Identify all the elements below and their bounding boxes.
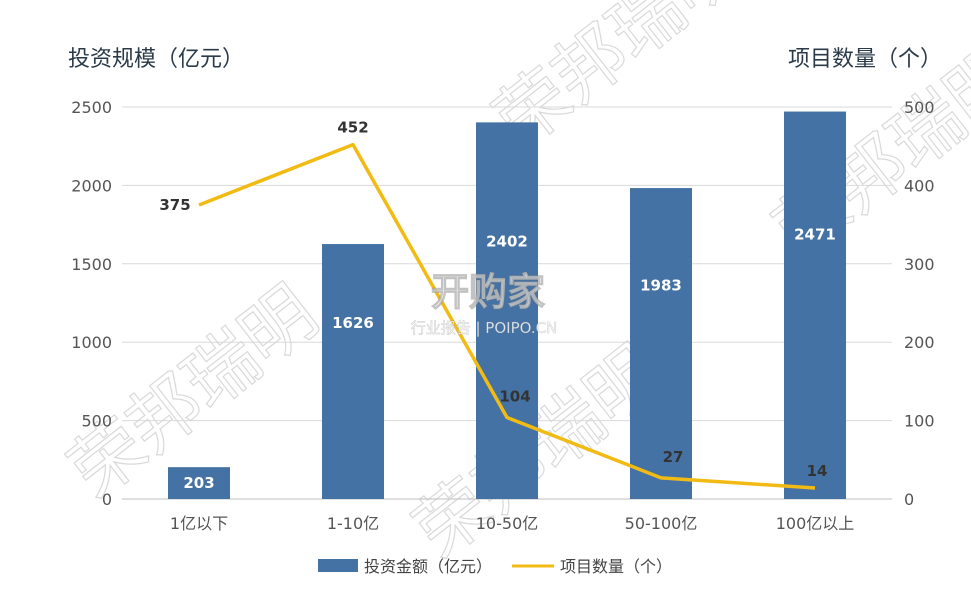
bar <box>476 122 538 500</box>
bar <box>168 467 230 499</box>
bar-data-label: 1626 <box>332 314 374 332</box>
line-data-label: 452 <box>337 119 368 137</box>
left-tick-label: 1000 <box>71 333 112 352</box>
x-tick-label: 50-100亿 <box>625 514 698 533</box>
bar-data-label: 1983 <box>640 277 682 295</box>
line-path <box>198 142 816 490</box>
legend-bar-label: 投资金额（亿元） <box>364 557 492 576</box>
right-tick-label: 300 <box>904 255 935 274</box>
bar-series <box>168 111 846 500</box>
left-tick-label: 2500 <box>71 98 112 117</box>
logo-watermark-text: 开购家 <box>431 270 545 314</box>
x-axis-ticks: 1亿以下 1-10亿 10-50亿 50-100亿 100亿以上 <box>170 514 854 533</box>
line-data-label: 27 <box>663 448 684 466</box>
right-axis-ticks: 0 100 200 300 400 500 <box>904 98 935 509</box>
left-tick-label: 0 <box>102 490 112 509</box>
bar-data-label: 2402 <box>486 233 528 251</box>
bar-data-label: 203 <box>183 474 214 492</box>
x-tick-label: 1亿以下 <box>170 514 228 533</box>
bar <box>784 111 846 499</box>
bar <box>630 188 692 499</box>
right-tick-label: 100 <box>904 412 935 431</box>
bar-data-label: 2471 <box>794 225 836 243</box>
left-axis-ticks: 0 500 1000 1500 2000 2500 <box>71 98 112 509</box>
line-data-label: 375 <box>159 196 190 214</box>
logo-watermark-subtext: 行业报告 | POIPO.CN <box>411 319 558 337</box>
line-data-label: 14 <box>807 462 828 480</box>
right-tick-label: 200 <box>904 333 935 352</box>
left-tick-label: 2000 <box>71 176 112 195</box>
right-tick-label: 500 <box>904 98 935 117</box>
left-tick-label: 500 <box>81 412 112 431</box>
right-tick-label: 400 <box>904 176 935 195</box>
line-series <box>198 142 816 490</box>
legend: 投资金额（亿元） 项目数量（个） <box>318 557 672 576</box>
left-tick-label: 1500 <box>71 255 112 274</box>
bar <box>322 244 384 499</box>
bar-data-labels: 203 1626 2402 1983 2471 <box>183 225 836 492</box>
legend-line-label: 项目数量（个） <box>560 557 672 576</box>
line-data-label: 104 <box>499 387 530 405</box>
right-tick-label: 0 <box>904 490 914 509</box>
line-data-labels: 375 452 104 27 14 <box>159 119 827 480</box>
x-tick-label: 100亿以上 <box>776 514 855 533</box>
x-tick-label: 1-10亿 <box>327 514 379 533</box>
left-axis-title: 投资规模（亿元） <box>68 47 244 72</box>
x-tick-label: 10-50亿 <box>476 514 539 533</box>
right-axis-title: 项目数量（个） <box>788 47 942 72</box>
logo-watermark: 开购家 行业报告 | POIPO.CN <box>410 269 558 337</box>
legend-bar-swatch <box>318 559 358 572</box>
